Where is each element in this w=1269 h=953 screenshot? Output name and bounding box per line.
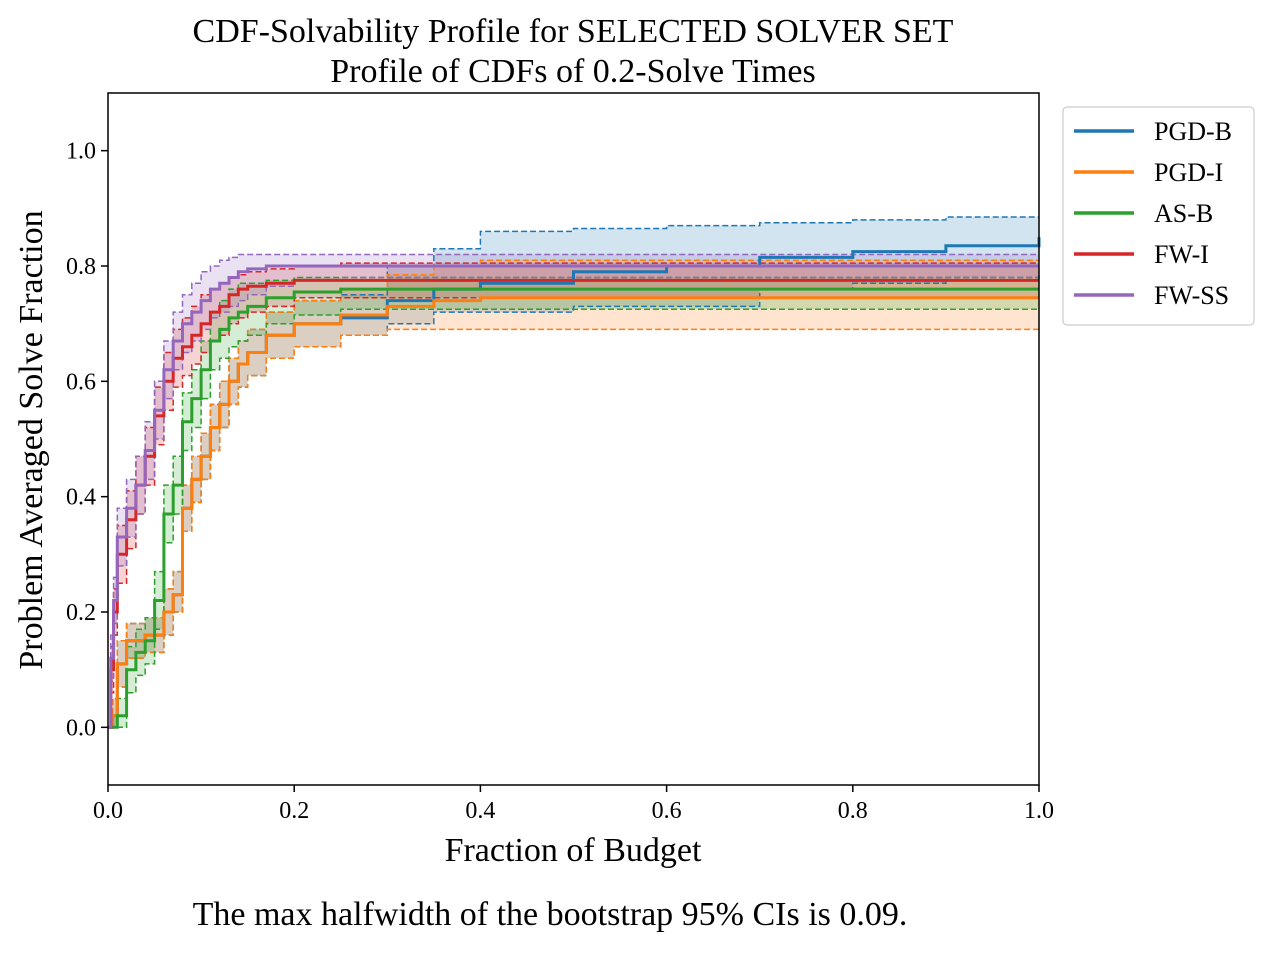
series-lines — [108, 237, 1041, 729]
ci-lower-pgd-i — [108, 328, 1039, 729]
x-tick-label: 0.0 — [93, 798, 123, 824]
y-tick-label: 1.0 — [66, 139, 96, 165]
x-tick-label: 0.4 — [465, 798, 495, 824]
y-tick-label: 0.4 — [66, 485, 96, 511]
bootstrap-ci-footnote: The max halfwidth of the bootstrap 95% C… — [192, 896, 908, 933]
series-line-as-b — [108, 287, 1039, 729]
series-line-fw-i — [108, 278, 1039, 729]
series-line-pgd-i — [108, 296, 1039, 729]
legend-label-fw-i: FW-I — [1154, 240, 1209, 269]
ci-upper-pgd-i — [108, 259, 1039, 729]
y-tick-label: 0.6 — [66, 369, 96, 395]
y-axis-ticks: 0.0 0.2 0.4 0.6 0.8 1.0 — [66, 139, 108, 741]
y-axis-label: Problem Averaged Solve Fraction — [13, 210, 50, 669]
x-axis-ticks: 0.0 0.2 0.4 0.6 0.8 1.0 — [93, 785, 1054, 824]
y-tick-label: 0.2 — [66, 600, 96, 626]
y-tick-label: 0.0 — [66, 715, 96, 741]
ci-upper-fw-ss — [108, 253, 1039, 729]
y-tick-label: 0.8 — [66, 254, 96, 280]
legend-label-fw-ss: FW-SS — [1154, 281, 1229, 310]
ci-lower-fw-i — [108, 296, 1039, 729]
chart-subtitle: Profile of CDFs of 0.2-Solve Times — [330, 53, 816, 90]
legend: PGD-B PGD-I AS-B FW-I FW-SS — [1062, 106, 1255, 326]
chart-title: CDF-Solvability Profile for SELECTED SOL… — [193, 13, 954, 50]
legend-label-pgd-b: PGD-B — [1154, 117, 1232, 146]
legend-label-pgd-i: PGD-I — [1154, 158, 1223, 187]
legend-label-as-b: AS-B — [1154, 199, 1213, 228]
x-tick-label: 0.6 — [652, 798, 682, 824]
confidence-bands — [108, 217, 1039, 728]
plot-frame — [107, 92, 1040, 786]
series-line-fw-ss — [108, 264, 1039, 729]
x-tick-label: 1.0 — [1024, 798, 1054, 824]
x-tick-label: 0.2 — [279, 798, 309, 824]
x-axis-label: Fraction of Budget — [445, 832, 702, 869]
x-tick-label: 0.8 — [838, 798, 868, 824]
ci-band-pgd-i — [108, 260, 1039, 728]
legend-box — [1062, 106, 1255, 326]
